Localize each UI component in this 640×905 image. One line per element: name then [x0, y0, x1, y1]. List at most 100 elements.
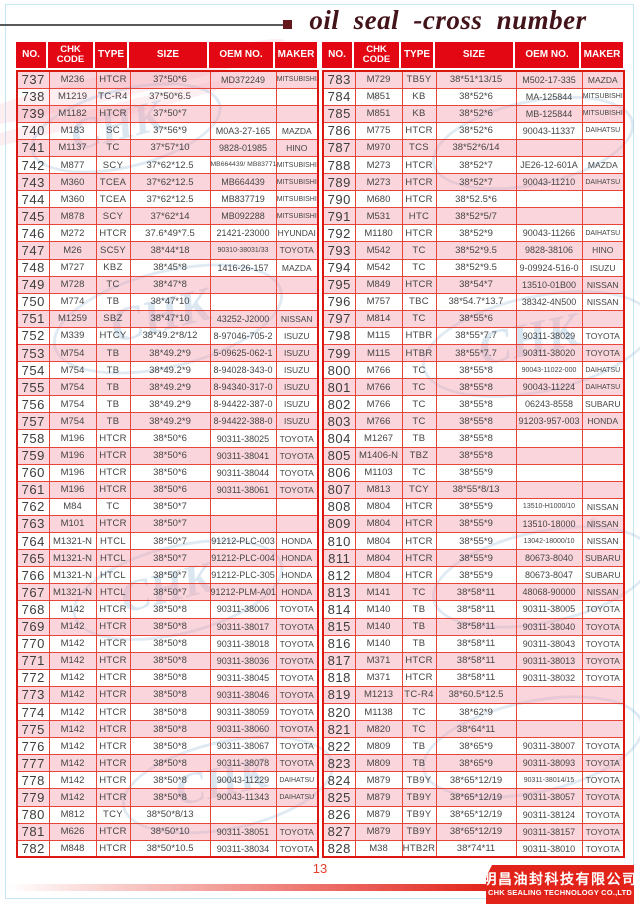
cell-maker: MITSUBISHI — [581, 104, 625, 123]
cell-no: 808 — [322, 497, 356, 516]
cell-no: 762 — [16, 497, 50, 516]
cell-size: 38*55*8 — [435, 395, 517, 414]
cell-oem-no: 90310-38031/33 — [209, 241, 277, 260]
cell-type: HTBR — [401, 326, 437, 346]
cell-no: 788 — [322, 155, 356, 175]
cell-chk-code: M339 — [48, 326, 97, 346]
cell-oem-no — [515, 190, 583, 209]
cell-oem-no: 90311-38005 — [515, 600, 583, 619]
cell-type: HTCL — [95, 549, 131, 568]
cell-type: HTCR — [401, 668, 437, 687]
cell-size: 38*50*8 — [129, 617, 211, 636]
column-header-oem-no: OEM NO. — [209, 42, 275, 68]
cell-type: TB — [401, 600, 437, 619]
cell-oem-no: 90311-38017 — [209, 617, 277, 636]
table-row: 771 M142 HTCR 38*50*8 90311-38036 TOYOTA — [16, 651, 319, 670]
cell-oem-no: 90043-11337 — [515, 121, 583, 140]
cell-maker: DAIHATSU — [581, 224, 625, 243]
cell-no: 743 — [16, 173, 50, 192]
cell-type: KB — [401, 104, 437, 123]
cell-no: 809 — [322, 514, 356, 534]
table-row: 745 M878 SCY 37*62*14 MB092288 MITSUBISHI — [16, 207, 319, 226]
cell-chk-code: M877 — [48, 155, 97, 175]
cell-oem-no: 43252-J2000 — [209, 309, 277, 328]
cell-chk-code: M879 — [354, 771, 403, 790]
table-body: 783 M729 TB5Y 38*51*13/15 M502-17-335 MAZDA 78… — [322, 70, 625, 859]
cell-oem-no — [515, 685, 583, 704]
cell-no: 794 — [322, 258, 356, 277]
cell-oem-no: 90311-38046 — [209, 685, 277, 704]
cell-type: TB — [95, 292, 131, 311]
cell-oem-no — [209, 275, 277, 294]
cell-size: 38*52.5*6 — [435, 190, 517, 209]
cell-maker: TOYOTA — [275, 463, 319, 482]
cell-oem-no: 21421-23000 — [209, 224, 277, 243]
cell-maker: NISSAN — [275, 309, 319, 328]
cell-chk-code: M140 — [354, 617, 403, 636]
cell-chk-code: M766 — [354, 361, 403, 380]
cell-type: SC5Y — [95, 241, 131, 260]
cell-chk-code: M272 — [48, 224, 97, 243]
cell-size: 38*65*9 — [435, 754, 517, 773]
table-row: 817 M371 HTCR 38*58*11 90311-38013 TOYOTA — [322, 651, 625, 670]
cell-type: HTCR — [95, 104, 131, 123]
cell-maker: MITSUBISHI — [275, 190, 319, 209]
table-row: 772 M142 HTCR 38*50*8 90311-38045 TOYOTA — [16, 668, 319, 687]
cell-type: HTCR — [401, 514, 437, 534]
cell-size: 38*58*11 — [435, 634, 517, 653]
table-row: 748 M727 KBZ 38*45*8 1416-26-157 MAZDA — [16, 258, 319, 277]
cell-no: 760 — [16, 463, 50, 482]
cell-size: 38*52*6 — [435, 121, 517, 140]
cell-no: 804 — [322, 429, 356, 448]
cell-oem-no: MB-125844 — [515, 104, 583, 123]
cell-chk-code: M1180 — [354, 224, 403, 243]
cell-oem-no — [515, 480, 583, 499]
table-row: 798 M115 HTBR 38*55*7.7 90311-38029 TOYOTA — [322, 326, 625, 346]
cell-oem-no: 90311-38040 — [515, 617, 583, 636]
cell-no: 783 — [322, 70, 356, 89]
table-row: 789 M273 HTCR 38*52*7 90043-11210 DAIHATSU — [322, 173, 625, 192]
cell-maker: DAIHATSU — [275, 771, 319, 790]
cell-type: TB — [95, 412, 131, 431]
cell-no: 790 — [322, 190, 356, 209]
cell-type: TB — [95, 378, 131, 397]
cell-type: TB5Y — [401, 70, 437, 89]
cell-no: 817 — [322, 651, 356, 670]
cell-chk-code: M804 — [354, 497, 403, 516]
column-header-chk-code: CHK CODE — [48, 42, 95, 68]
cell-chk-code: M813 — [354, 480, 403, 499]
cell-oem-no — [209, 87, 277, 106]
cell-chk-code: M879 — [354, 805, 403, 824]
cell-size: 38*55*8 — [435, 412, 517, 431]
cell-type: TB9Y — [401, 788, 437, 807]
cell-oem-no: 8-94422-388-0 — [209, 412, 277, 431]
cell-oem-no: 90311-38041 — [209, 446, 277, 465]
table-row: 768 M142 HTCR 38*50*8 90311-38006 TOYOTA — [16, 600, 319, 619]
cell-chk-code: M812 — [48, 805, 97, 824]
cell-maker: TOYOTA — [581, 617, 625, 636]
cell-maker: HINO — [581, 241, 625, 260]
cell-chk-code: M236 — [48, 70, 97, 89]
cell-size: 38*50*7 — [129, 566, 211, 585]
cell-maker — [275, 87, 319, 106]
cell-oem-no: 13510-H1000/10 — [515, 497, 583, 516]
cell-maker: DAIHATSU — [581, 121, 625, 140]
cell-size: 38*50*7 — [129, 497, 211, 516]
cell-no: 755 — [16, 378, 50, 397]
cell-type: HTCR — [95, 668, 131, 687]
column-header-oem-no: OEM NO. — [515, 42, 581, 68]
table-row: 785 M851 KB 38*52*6 MB-125844 MITSUBISHI — [322, 104, 625, 123]
cell-no: 824 — [322, 771, 356, 790]
table-row: 738 M1219 TC-R4 37*50*6.5 — [16, 87, 319, 106]
cell-maker: DAIHATSU — [275, 788, 319, 807]
cell-type: TC — [401, 309, 437, 328]
cell-type: TC — [401, 463, 437, 482]
cell-chk-code: M809 — [354, 754, 403, 773]
table-row: 744 M360 TCEA 37*62*12.5 MB837719 MITSUBISHI — [16, 190, 319, 209]
header-rule — [0, 24, 283, 26]
cell-no: 780 — [16, 805, 50, 824]
table-row: 739 M1182 HTCR 37*50*7 — [16, 104, 319, 123]
cell-chk-code: M115 — [354, 326, 403, 346]
cell-maker — [275, 514, 319, 534]
cell-chk-code: M729 — [354, 70, 403, 89]
